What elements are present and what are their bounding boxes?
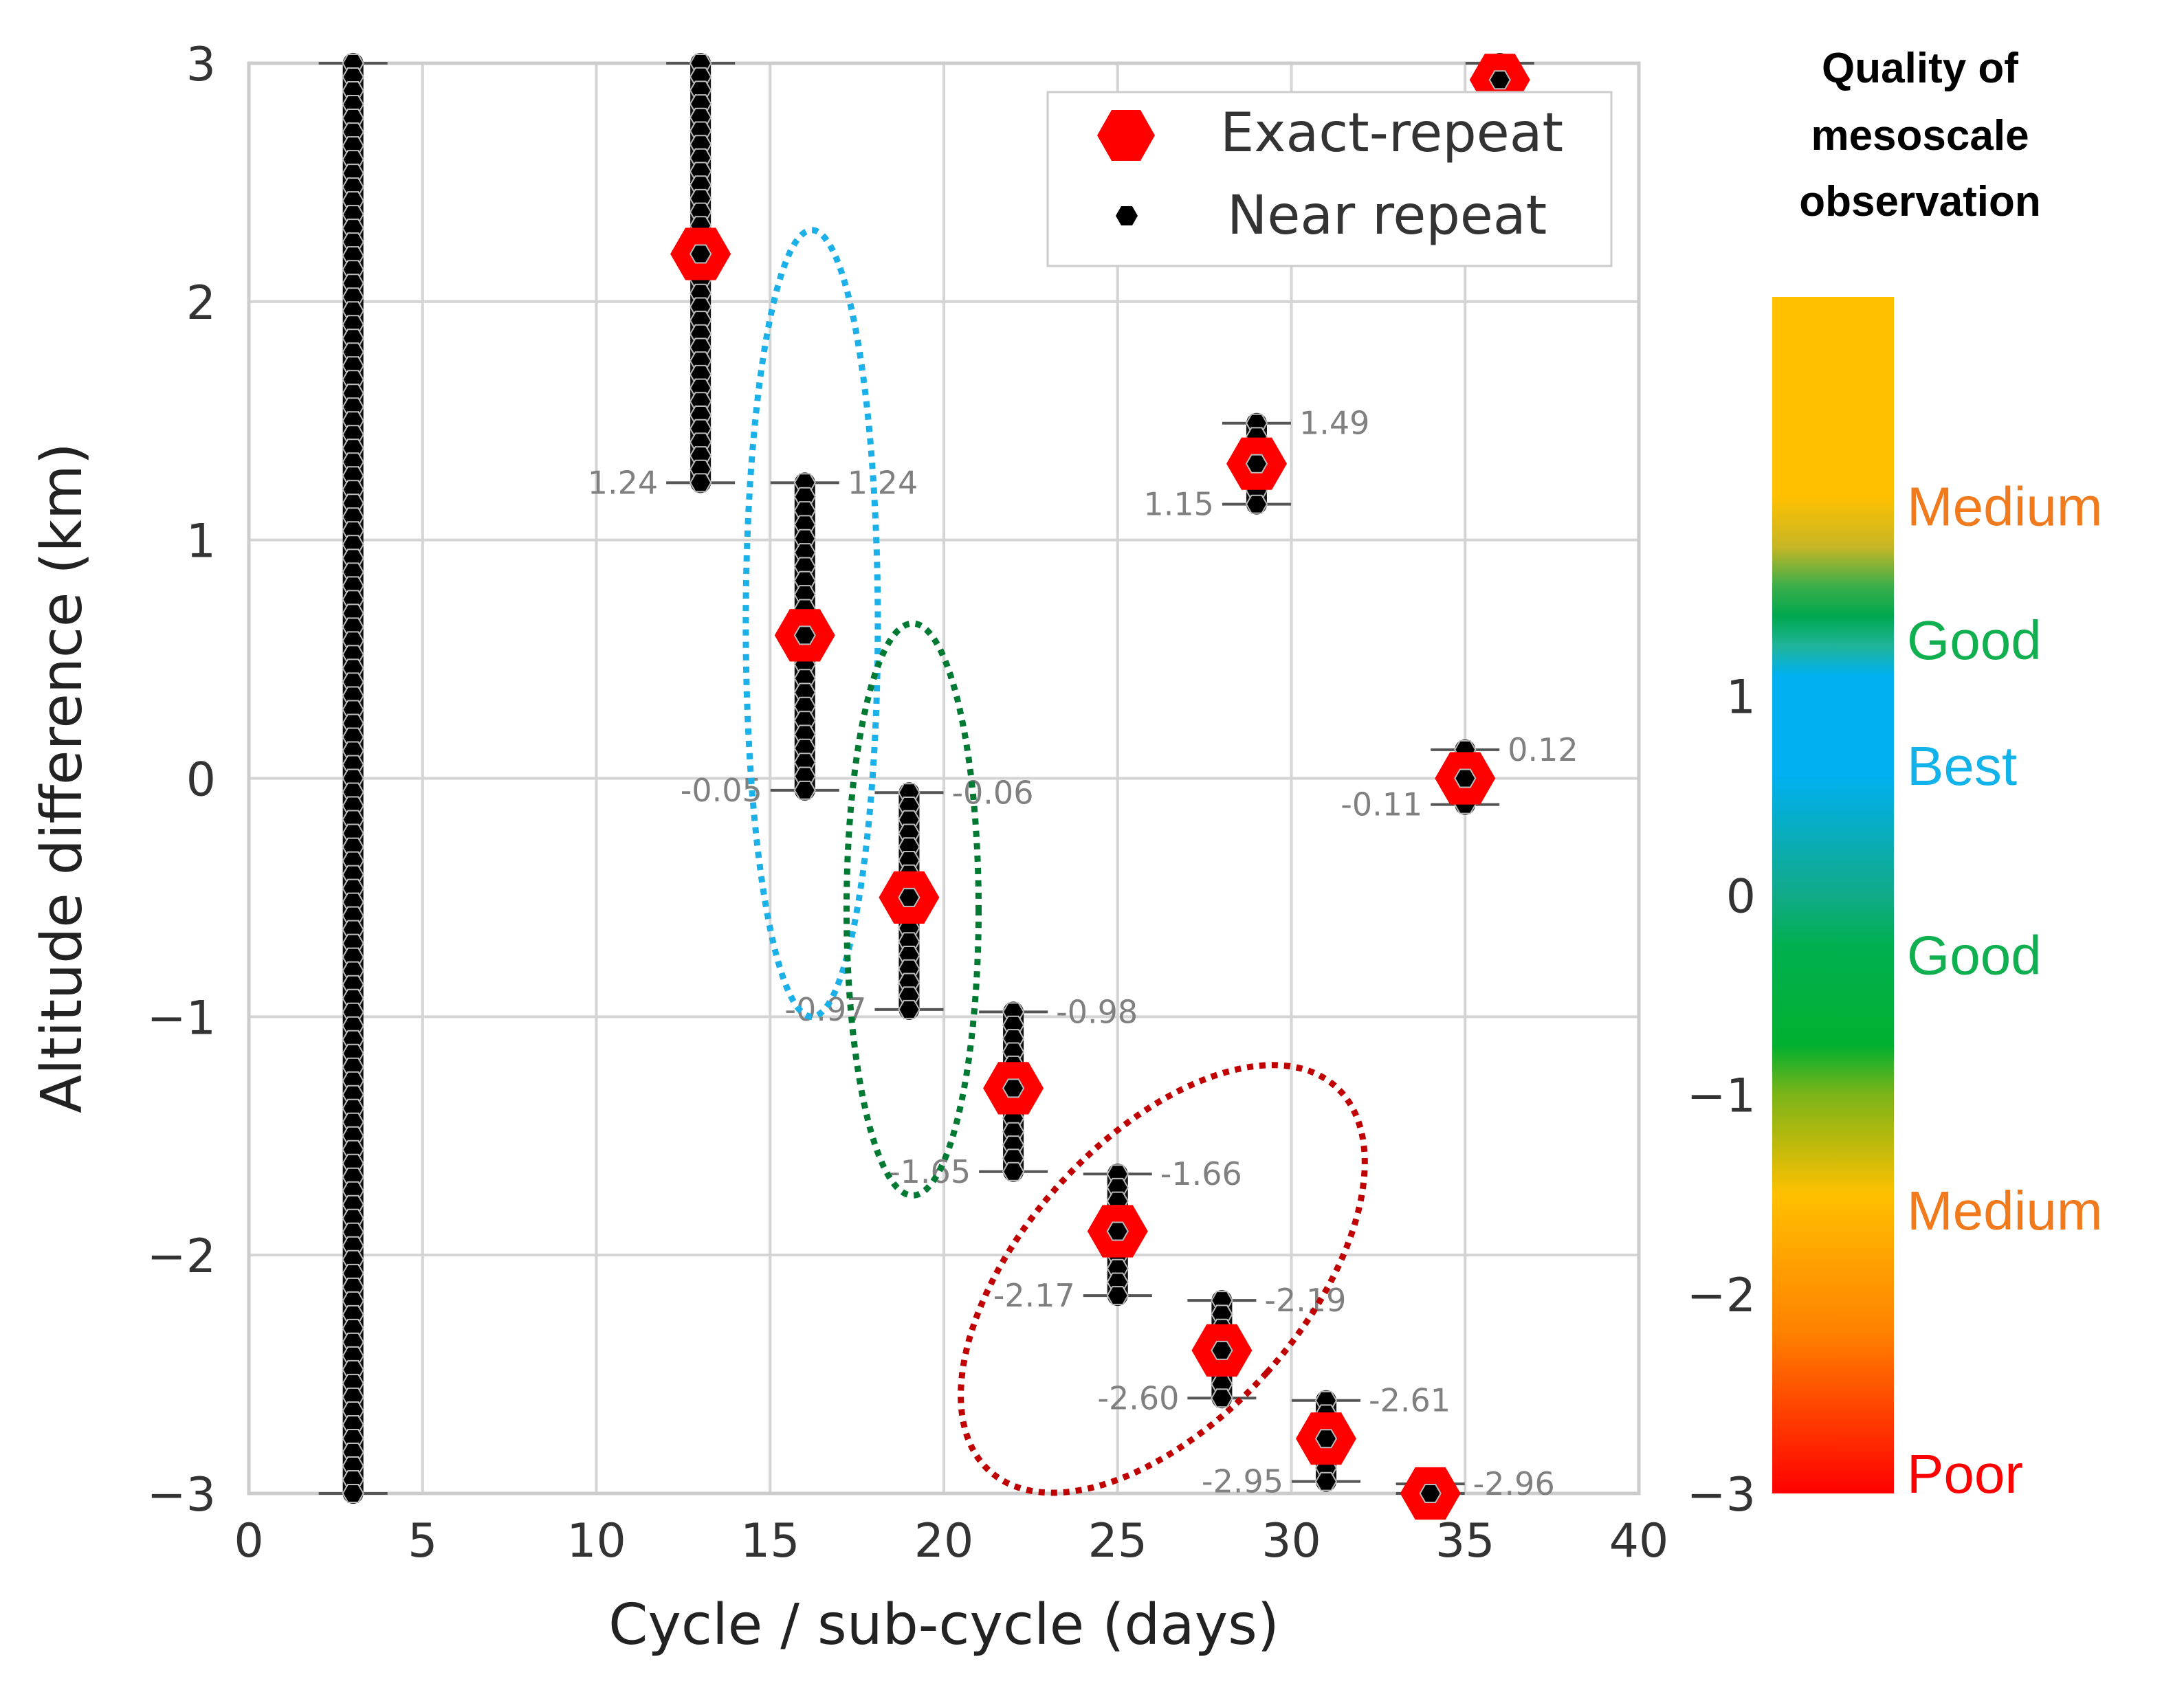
colorbar-title-line-2: mesoscale — [1811, 112, 2029, 159]
near-repeat-point — [342, 1484, 364, 1503]
near-repeat-point — [1106, 1221, 1129, 1241]
near-repeat-point — [1314, 1429, 1338, 1449]
near-repeat-point — [1002, 1078, 1025, 1098]
y-tick-label: 3 — [186, 38, 216, 92]
colorbar-title-line-3: observation — [1799, 178, 2040, 225]
grid-lines — [249, 63, 1639, 1493]
near-repeat-point — [689, 473, 712, 493]
range-annotation-label: -2.60 — [1097, 1379, 1179, 1416]
legend: Exact-repeat Near repeat — [1046, 91, 1613, 267]
range-annotation-label: -0.05 — [681, 772, 762, 809]
highlight-ellipse-best — [742, 227, 881, 1020]
range-annotation-label: -2.19 — [1264, 1282, 1346, 1319]
x-axis-label: Cycle / sub-cycle (days) — [608, 1592, 1279, 1658]
range-annotation-label: -1.65 — [889, 1153, 971, 1190]
colorbar: −3 −2 −1 0 1 Medium Good Best Good Medium Poor Qu… — [1687, 45, 2103, 1522]
series-layer — [318, 53, 1534, 1520]
range-annotation-label: -2.95 — [1202, 1463, 1283, 1500]
near-repeat-point — [689, 244, 712, 264]
colorbar-tick-label: −1 — [1687, 1069, 1756, 1124]
colorbar-tick-label: 0 — [1726, 870, 1756, 924]
colorbar-tick-label: −3 — [1687, 1468, 1756, 1522]
colorbar-quality-label: Good — [1907, 925, 2042, 986]
colorbar-title-line-1: Quality of — [1822, 45, 2018, 92]
x-tick-label: 0 — [234, 1514, 263, 1568]
near-repeat-point — [1245, 454, 1268, 474]
legend-near-repeat-label: Near repeat — [1227, 185, 1547, 247]
colorbar-quality-labels: Medium Good Best Good Medium Poor — [1907, 476, 2103, 1504]
range-annotation-label: -2.61 — [1369, 1382, 1451, 1419]
near-repeat-point — [1419, 1484, 1442, 1503]
range-annotation-label: -0.98 — [1056, 993, 1138, 1030]
highlight-ellipse-poor — [958, 1062, 1368, 1496]
colorbar-quality-label: Best — [1907, 735, 2017, 797]
y-tick-label: −3 — [147, 1468, 216, 1522]
plot-frame — [247, 61, 1641, 1496]
range-annotation-label: 1.24 — [588, 464, 658, 501]
near-repeat-point — [1106, 1286, 1129, 1306]
colorbar-quality-label: Good — [1907, 610, 2042, 671]
near-repeat-point — [1211, 1340, 1233, 1360]
highlight-ellipse-good — [843, 620, 982, 1199]
x-tick-label: 5 — [408, 1514, 437, 1568]
colorbar-gradient — [1772, 297, 1894, 1493]
near-repeat-point — [1211, 1388, 1233, 1408]
y-tick-label: −1 — [147, 991, 216, 1045]
x-tick-label: 35 — [1435, 1514, 1495, 1568]
x-tick-label: 25 — [1088, 1514, 1147, 1568]
near-repeat-range — [318, 53, 388, 1504]
range-annotation-label: -2.96 — [1473, 1465, 1555, 1502]
range-annotation-label: 0.12 — [1508, 731, 1578, 768]
legend-exact-repeat-marker — [1097, 110, 1155, 161]
x-tick-label: 40 — [1609, 1514, 1669, 1568]
colorbar-ticks: −3 −2 −1 0 1 — [1687, 670, 1756, 1522]
range-annotation-label: -0.06 — [951, 774, 1033, 811]
x-tick-label: 20 — [914, 1514, 974, 1568]
y-tick-label: 0 — [186, 753, 216, 808]
x-tick-label: 15 — [740, 1514, 800, 1568]
colorbar-quality-label: Medium — [1907, 1180, 2103, 1241]
y-tick-label: 2 — [186, 276, 216, 331]
range-annotation-label: 1.24 — [848, 464, 918, 501]
x-tick-label: 10 — [566, 1514, 626, 1568]
range-annotation-label: 1.15 — [1144, 486, 1214, 523]
axis-ticks: 0 5 10 15 20 25 30 35 40 −3 −2 −1 0 1 2 3 — [147, 38, 1669, 1568]
near-repeat-point — [1454, 768, 1477, 788]
range-annotation-label: -2.17 — [993, 1277, 1075, 1314]
highlight-regions — [742, 227, 1368, 1496]
legend-near-repeat-marker — [1116, 206, 1138, 225]
range-annotation-label: -0.11 — [1341, 786, 1422, 823]
colorbar-tick-label: 1 — [1726, 670, 1756, 724]
y-tick-label: 1 — [186, 515, 216, 569]
near-repeat-point — [898, 887, 920, 907]
near-repeat-point — [1488, 70, 1511, 90]
near-repeat-point — [1314, 1471, 1338, 1491]
colorbar-tick-label: −2 — [1687, 1269, 1756, 1323]
range-annotation-label: -1.66 — [1160, 1155, 1242, 1192]
near-repeat-point — [793, 780, 816, 800]
y-axis-label: Altitude difference (km) — [30, 443, 95, 1113]
near-repeat-point — [793, 625, 816, 645]
range-annotation-label: 1.49 — [1299, 405, 1369, 442]
near-repeat-range — [770, 472, 839, 801]
colorbar-quality-label: Medium — [1907, 476, 2103, 537]
legend-exact-repeat-label: Exact-repeat — [1220, 102, 1563, 164]
near-repeat-point — [1002, 1161, 1025, 1181]
near-repeat-point — [898, 999, 920, 1019]
y-tick-label: −2 — [147, 1230, 216, 1284]
colorbar-quality-label: Poor — [1907, 1443, 2023, 1504]
x-tick-label: 30 — [1261, 1514, 1321, 1568]
near-repeat-point — [1245, 494, 1268, 514]
